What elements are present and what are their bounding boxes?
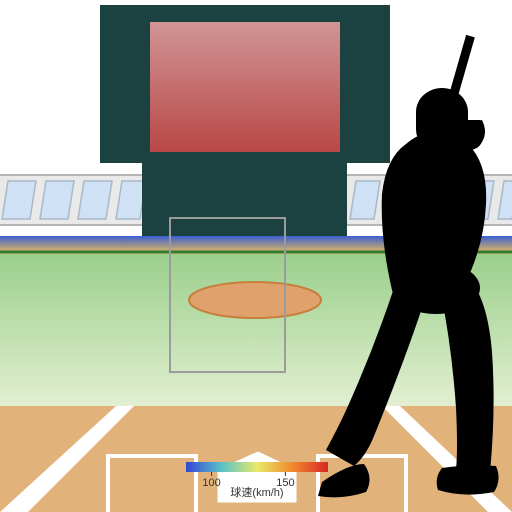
stands-panel	[40, 181, 74, 219]
speed-legend-label: 球速(km/h)	[230, 485, 283, 499]
stands-panel	[78, 181, 112, 219]
scoreboard-screen	[150, 22, 340, 152]
stands-panel	[350, 181, 380, 219]
pitch-location-diagram: 100150 球速(km/h)	[0, 0, 512, 512]
speed-legend-bar	[186, 462, 328, 472]
pitchers-mound	[189, 282, 321, 318]
stands-panel	[2, 181, 36, 219]
legend-tick-label: 100	[202, 477, 220, 489]
stands-panel	[116, 181, 146, 219]
scoreboard-bottom	[142, 163, 347, 248]
